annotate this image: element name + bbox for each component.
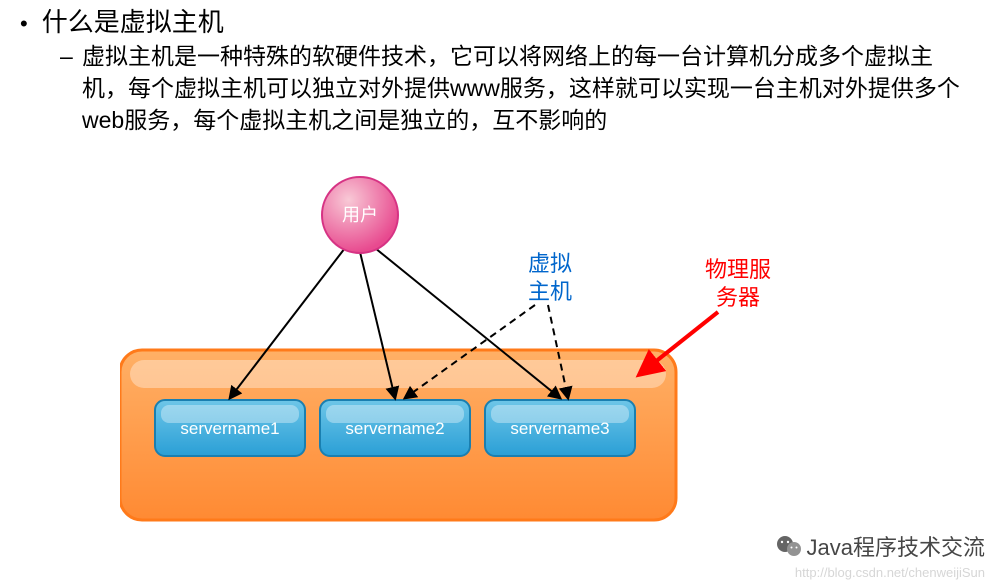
virtual-host-label: 虚拟主机 — [528, 250, 572, 305]
svg-text:servername1: servername1 — [180, 419, 279, 438]
description-text: 虚拟主机是一种特殊的软硬件技术，它可以将网络上的每一台计算机分成多个虚拟主机，每… — [82, 43, 960, 133]
physical-server-label: 物理服务器 — [705, 256, 771, 311]
svg-text:servername3: servername3 — [510, 419, 609, 438]
diagram: servername1 servername2 servername3 用户 虚拟主机… — [120, 160, 880, 560]
watermark: Java程序技术交流 — [775, 530, 985, 562]
wechat-icon — [775, 532, 803, 560]
svg-text:用户: 用户 — [342, 205, 378, 225]
watermark-text: Java程序技术交流 — [807, 530, 985, 562]
dash: – — [60, 40, 73, 72]
diagram-svg: servername1 servername2 servername3 用户 — [120, 160, 880, 560]
title: 什么是虚拟主机 — [20, 2, 224, 39]
svg-text:servername2: servername2 — [345, 419, 444, 438]
description: – 虚拟主机是一种特殊的软硬件技术，它可以将网络上的每一台计算机分成多个虚拟主机… — [82, 40, 962, 137]
watermark-url: http://blog.csdn.net/chenweijiSun — [795, 565, 985, 580]
